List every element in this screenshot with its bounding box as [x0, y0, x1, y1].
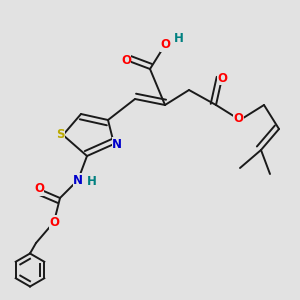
- Text: N: N: [112, 137, 122, 151]
- Text: O: O: [49, 215, 59, 229]
- Text: O: O: [34, 182, 44, 196]
- Text: O: O: [160, 38, 170, 52]
- Text: O: O: [121, 53, 131, 67]
- Text: S: S: [56, 128, 64, 142]
- Text: N: N: [73, 173, 83, 187]
- Text: H: H: [174, 32, 183, 46]
- Text: H: H: [86, 175, 96, 188]
- Text: O: O: [217, 71, 227, 85]
- Text: O: O: [233, 112, 244, 125]
